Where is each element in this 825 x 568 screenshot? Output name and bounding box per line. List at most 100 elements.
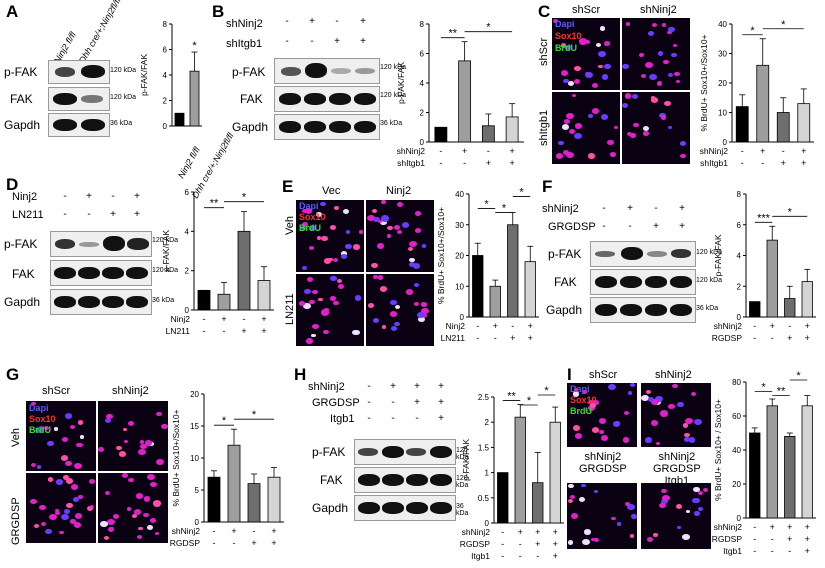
sign: + [221, 314, 226, 324]
nucleus [147, 524, 154, 530]
significance: * [527, 395, 532, 407]
bar [549, 421, 561, 524]
nucleus [103, 535, 109, 540]
significance: ** [507, 391, 516, 403]
nucleus [156, 458, 165, 466]
row-label: Gapdh [232, 120, 269, 134]
significance: * [242, 192, 247, 204]
nucleus [565, 151, 574, 159]
bar [776, 112, 790, 143]
nucleus [414, 228, 421, 234]
nucleus [674, 71, 680, 76]
nucleus [55, 479, 63, 485]
y-tick-label: 40 [455, 190, 464, 199]
nucleus [413, 262, 421, 269]
nucleus [69, 424, 75, 429]
nucleus [697, 507, 704, 512]
bar [189, 70, 200, 127]
kda-label: 120 kDa [696, 249, 723, 256]
nucleus [105, 418, 112, 423]
nucleus [64, 413, 72, 419]
nucleus [624, 93, 631, 99]
sign: - [782, 146, 785, 156]
bar [749, 432, 761, 519]
panel-e: E Vec Ninj2 Veh LN211 Dapi Sox10 BrdU [280, 175, 440, 346]
blot-strip [48, 60, 110, 84]
kda-label: 120 kDa [456, 475, 469, 489]
nucleus [604, 63, 612, 70]
column-label: shScr [42, 385, 71, 397]
nucleus [591, 537, 596, 542]
nucleus [595, 42, 601, 47]
condition-label: GRGDSP [712, 333, 742, 343]
micrograph [641, 383, 711, 447]
nucleus [73, 522, 82, 529]
y-tick-label: 8 [163, 20, 168, 29]
row-label: p-FAK [4, 65, 38, 79]
nucleus [660, 410, 669, 417]
row-label: Veh [10, 428, 22, 447]
sign: - [519, 551, 522, 561]
nucleus [568, 80, 575, 86]
sign: - [203, 326, 206, 336]
nucleus [132, 514, 138, 518]
kda-label: 120 kDa [380, 92, 407, 99]
nucleus [107, 519, 115, 526]
bar [489, 285, 501, 318]
nucleus [667, 26, 675, 33]
condition-label: LN211 [441, 333, 466, 343]
kda-label: 36 kDa [456, 503, 469, 517]
nucleus [588, 153, 595, 159]
panel-letter: E [282, 177, 294, 196]
sign: + [261, 314, 266, 324]
panel-i: I shScr shNinj2 shNinj2 GRGDSP shNinj2 G… [565, 365, 725, 565]
stain-sox10: Sox10 [29, 414, 56, 424]
nucleus [401, 222, 410, 229]
kda-label: 36 kDa [696, 305, 719, 312]
nucleus [558, 140, 564, 145]
stain-brdu: BrdU [555, 43, 577, 53]
chart-c: 0 10 20 30 40 % BrdU+ Sox10+/Sox10+ shNinj2 - + -… [699, 19, 814, 168]
nucleus [122, 427, 128, 432]
blot-strip [590, 241, 696, 267]
nucleus [552, 19, 558, 24]
nucleus [629, 534, 634, 538]
nucleus [622, 103, 629, 109]
nucleus [304, 288, 312, 295]
bar [267, 476, 281, 523]
row-label: LN211 [284, 293, 296, 325]
bar [458, 60, 472, 143]
sign: - [501, 539, 504, 549]
blot-strip [50, 260, 152, 286]
nucleus [330, 225, 337, 230]
y-axis-label: % BrdU+ Sox10+ / Sox10+ [713, 399, 723, 501]
nucleus [315, 211, 322, 217]
nucleus [63, 475, 69, 480]
nucleus [573, 425, 581, 431]
y-tick-label: 6 [420, 50, 425, 59]
nucleus [323, 329, 330, 335]
micrograph [622, 18, 690, 90]
nucleus [627, 391, 633, 395]
condition-label: LN211 [166, 326, 191, 336]
sign: - [476, 321, 479, 331]
nucleus [332, 257, 338, 262]
nucleus [662, 59, 669, 65]
nucleus [599, 430, 604, 434]
nucleus [413, 302, 419, 307]
nucleus [585, 72, 593, 79]
sign: + [805, 534, 810, 544]
kda-label: 120 kDa [152, 237, 179, 244]
sign: + [535, 527, 540, 537]
nucleus [560, 69, 568, 76]
panel-d: D Ninj2 LN211 - + - + - - + + p-FAK FAK Gapdh … [0, 175, 190, 335]
nucleus [593, 489, 599, 494]
condition-label: Itgb1 [330, 413, 355, 425]
nucleus [390, 299, 397, 305]
y-tick-label: 6 [163, 46, 168, 55]
y-tick-label: 2 [163, 97, 168, 106]
nucleus [147, 473, 155, 480]
nucleus [340, 250, 347, 256]
nucleus [650, 420, 659, 427]
nucleus [143, 512, 149, 518]
